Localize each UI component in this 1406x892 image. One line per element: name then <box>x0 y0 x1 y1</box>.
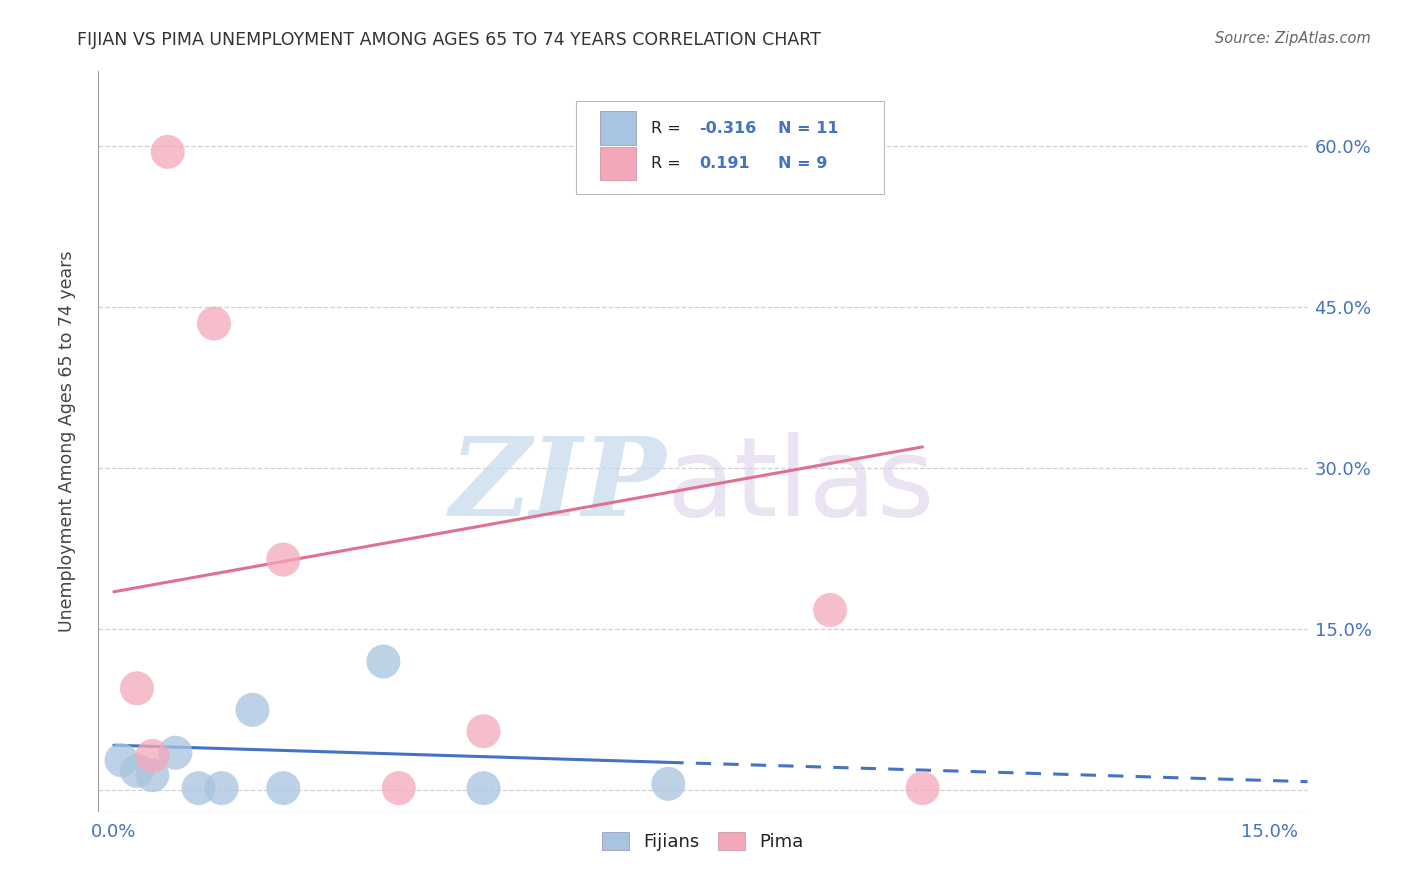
Bar <box>600 147 637 180</box>
Text: R =: R = <box>651 156 690 171</box>
Text: ZIP: ZIP <box>450 433 666 540</box>
Point <box>110 753 132 767</box>
Point <box>165 746 187 760</box>
Point <box>125 764 148 778</box>
Point <box>373 655 395 669</box>
Point <box>202 317 225 331</box>
Point <box>141 768 163 782</box>
Point <box>125 681 148 696</box>
Point <box>242 703 264 717</box>
FancyBboxPatch shape <box>576 101 884 194</box>
Text: FIJIAN VS PIMA UNEMPLOYMENT AMONG AGES 65 TO 74 YEARS CORRELATION CHART: FIJIAN VS PIMA UNEMPLOYMENT AMONG AGES 6… <box>77 31 821 49</box>
Point <box>911 781 934 796</box>
Text: R =: R = <box>651 121 686 136</box>
Point <box>818 603 841 617</box>
Text: Source: ZipAtlas.com: Source: ZipAtlas.com <box>1215 31 1371 46</box>
Point <box>271 781 294 796</box>
Point <box>271 552 294 566</box>
Point <box>657 777 679 791</box>
Point <box>187 781 209 796</box>
Point <box>156 145 179 159</box>
Point <box>472 781 495 796</box>
Point <box>141 748 163 763</box>
Text: N = 11: N = 11 <box>778 121 838 136</box>
Point <box>388 781 411 796</box>
Legend: Fijians, Pima: Fijians, Pima <box>595 825 811 858</box>
Text: 0.191: 0.191 <box>699 156 749 171</box>
Point <box>472 724 495 739</box>
Text: atlas: atlas <box>666 433 935 540</box>
Bar <box>600 112 637 145</box>
Y-axis label: Unemployment Among Ages 65 to 74 years: Unemployment Among Ages 65 to 74 years <box>58 251 76 632</box>
Text: N = 9: N = 9 <box>778 156 827 171</box>
Text: -0.316: -0.316 <box>699 121 756 136</box>
Point <box>211 781 233 796</box>
